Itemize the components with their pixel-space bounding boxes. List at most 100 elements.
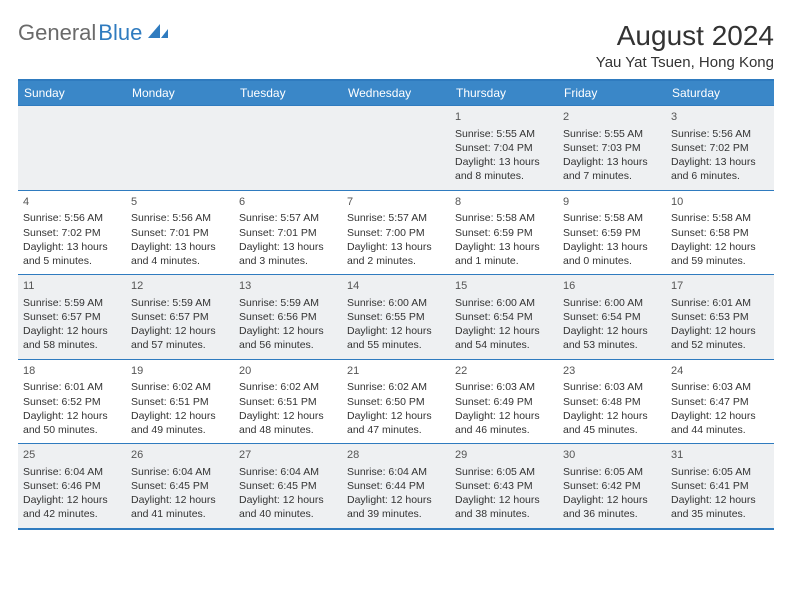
weekday-header: Saturday (666, 80, 774, 106)
sunset-text: Sunset: 7:02 PM (671, 141, 769, 155)
day-number: 26 (131, 448, 229, 463)
calendar-week-row: 11Sunrise: 5:59 AMSunset: 6:57 PMDayligh… (18, 275, 774, 360)
day-number: 21 (347, 364, 445, 379)
sunset-text: Sunset: 6:57 PM (23, 310, 121, 324)
location: Yau Yat Tsuen, Hong Kong (596, 54, 774, 71)
calendar-day-cell: 20Sunrise: 6:02 AMSunset: 6:51 PMDayligh… (234, 359, 342, 444)
sunrise-text: Sunrise: 5:57 AM (347, 211, 445, 225)
sunrise-text: Sunrise: 5:58 AM (455, 211, 553, 225)
daylight-text: Daylight: 12 hours and 49 minutes. (131, 409, 229, 437)
day-number: 17 (671, 279, 769, 294)
logo-general: General (18, 20, 96, 46)
calendar-day-cell: 27Sunrise: 6:04 AMSunset: 6:45 PMDayligh… (234, 444, 342, 529)
sunrise-text: Sunrise: 6:03 AM (563, 380, 661, 394)
day-number: 25 (23, 448, 121, 463)
sunset-text: Sunset: 6:57 PM (131, 310, 229, 324)
calendar-day-cell: 9Sunrise: 5:58 AMSunset: 6:59 PMDaylight… (558, 190, 666, 275)
header: General Blue August 2024 Yau Yat Tsuen, … (18, 20, 774, 71)
title-block: August 2024 Yau Yat Tsuen, Hong Kong (596, 20, 774, 71)
sunrise-text: Sunrise: 6:02 AM (239, 380, 337, 394)
calendar-day-cell: 16Sunrise: 6:00 AMSunset: 6:54 PMDayligh… (558, 275, 666, 360)
day-number: 27 (239, 448, 337, 463)
day-number: 10 (671, 195, 769, 210)
day-number: 12 (131, 279, 229, 294)
sunrise-text: Sunrise: 6:05 AM (671, 465, 769, 479)
sunset-text: Sunset: 6:54 PM (455, 310, 553, 324)
calendar-week-row: 4Sunrise: 5:56 AMSunset: 7:02 PMDaylight… (18, 190, 774, 275)
calendar-day-cell: 18Sunrise: 6:01 AMSunset: 6:52 PMDayligh… (18, 359, 126, 444)
daylight-text: Daylight: 13 hours and 5 minutes. (23, 240, 121, 268)
sunset-text: Sunset: 6:59 PM (455, 226, 553, 240)
calendar-week-row: 1Sunrise: 5:55 AMSunset: 7:04 PMDaylight… (18, 106, 774, 191)
page-title: August 2024 (596, 20, 774, 52)
sunset-text: Sunset: 6:59 PM (563, 226, 661, 240)
day-number: 5 (131, 195, 229, 210)
weekday-header: Wednesday (342, 80, 450, 106)
calendar-day-cell: 13Sunrise: 5:59 AMSunset: 6:56 PMDayligh… (234, 275, 342, 360)
calendar-day-cell: 2Sunrise: 5:55 AMSunset: 7:03 PMDaylight… (558, 106, 666, 191)
weekday-header: Friday (558, 80, 666, 106)
day-number: 30 (563, 448, 661, 463)
day-number: 13 (239, 279, 337, 294)
day-number: 22 (455, 364, 553, 379)
day-number: 28 (347, 448, 445, 463)
sunrise-text: Sunrise: 6:04 AM (239, 465, 337, 479)
daylight-text: Daylight: 13 hours and 3 minutes. (239, 240, 337, 268)
sunrise-text: Sunrise: 6:03 AM (671, 380, 769, 394)
sunset-text: Sunset: 7:04 PM (455, 141, 553, 155)
day-number: 24 (671, 364, 769, 379)
daylight-text: Daylight: 13 hours and 6 minutes. (671, 155, 769, 183)
calendar-day-cell: 10Sunrise: 5:58 AMSunset: 6:58 PMDayligh… (666, 190, 774, 275)
daylight-text: Daylight: 12 hours and 39 minutes. (347, 493, 445, 521)
calendar-day-cell: 28 Sunrise: 6:04 AMSunset: 6:44 PMDayligh… (342, 444, 450, 529)
sunset-text: Sunset: 6:54 PM (563, 310, 661, 324)
sunrise-text: Sunrise: 5:57 AM (239, 211, 337, 225)
daylight-text: Daylight: 12 hours and 58 minutes. (23, 324, 121, 352)
sunset-text: Sunset: 6:56 PM (239, 310, 337, 324)
weekday-header: Sunday (18, 80, 126, 106)
daylight-text: Daylight: 12 hours and 38 minutes. (455, 493, 553, 521)
sunset-text: Sunset: 6:58 PM (671, 226, 769, 240)
calendar-day-cell (18, 106, 126, 191)
daylight-text: Daylight: 12 hours and 47 minutes. (347, 409, 445, 437)
calendar-day-cell: 3Sunrise: 5:56 AMSunset: 7:02 PMDaylight… (666, 106, 774, 191)
calendar-day-cell: 17Sunrise: 6:01 AMSunset: 6:53 PMDayligh… (666, 275, 774, 360)
sunrise-text: Sunrise: 6:04 AM (347, 465, 445, 479)
sunset-text: Sunset: 6:44 PM (347, 479, 445, 493)
calendar-day-cell: 15Sunrise: 6:00 AMSunset: 6:54 PMDayligh… (450, 275, 558, 360)
calendar-day-cell (126, 106, 234, 191)
daylight-text: Daylight: 13 hours and 4 minutes. (131, 240, 229, 268)
calendar-day-cell: 21Sunrise: 6:02 AMSunset: 6:50 PMDayligh… (342, 359, 450, 444)
day-number: 9 (563, 195, 661, 210)
sunrise-text: Sunrise: 5:55 AM (455, 127, 553, 141)
sunset-text: Sunset: 6:45 PM (131, 479, 229, 493)
sunset-text: Sunset: 6:43 PM (455, 479, 553, 493)
sunset-text: Sunset: 6:53 PM (671, 310, 769, 324)
daylight-text: Daylight: 12 hours and 36 minutes. (563, 493, 661, 521)
calendar-day-cell: 14Sunrise: 6:00 AMSunset: 6:55 PMDayligh… (342, 275, 450, 360)
daylight-text: Daylight: 12 hours and 57 minutes. (131, 324, 229, 352)
sunrise-text: Sunrise: 6:00 AM (563, 296, 661, 310)
sunrise-text: Sunrise: 5:58 AM (671, 211, 769, 225)
day-number: 2 (563, 110, 661, 125)
calendar-week-row: 18Sunrise: 6:01 AMSunset: 6:52 PMDayligh… (18, 359, 774, 444)
calendar-day-cell: 25Sunrise: 6:04 AMSunset: 6:46 PMDayligh… (18, 444, 126, 529)
calendar-day-cell: 1Sunrise: 5:55 AMSunset: 7:04 PMDaylight… (450, 106, 558, 191)
sunrise-text: Sunrise: 6:01 AM (671, 296, 769, 310)
sunrise-text: Sunrise: 6:05 AM (563, 465, 661, 479)
sunset-text: Sunset: 6:51 PM (239, 395, 337, 409)
calendar-day-cell (234, 106, 342, 191)
daylight-text: Daylight: 12 hours and 46 minutes. (455, 409, 553, 437)
sunset-text: Sunset: 6:45 PM (239, 479, 337, 493)
day-number: 31 (671, 448, 769, 463)
daylight-text: Daylight: 12 hours and 50 minutes. (23, 409, 121, 437)
sunset-text: Sunset: 7:02 PM (23, 226, 121, 240)
sunrise-text: Sunrise: 5:59 AM (239, 296, 337, 310)
calendar-day-cell: 24Sunrise: 6:03 AMSunset: 6:47 PMDayligh… (666, 359, 774, 444)
day-number: 23 (563, 364, 661, 379)
calendar-day-cell: 12 Sunrise: 5:59 AMSunset: 6:57 PMDayligh… (126, 275, 234, 360)
sunset-text: Sunset: 6:50 PM (347, 395, 445, 409)
sunrise-text: Sunrise: 5:59 AM (131, 296, 229, 310)
calendar-day-cell (342, 106, 450, 191)
day-number: 29 (455, 448, 553, 463)
